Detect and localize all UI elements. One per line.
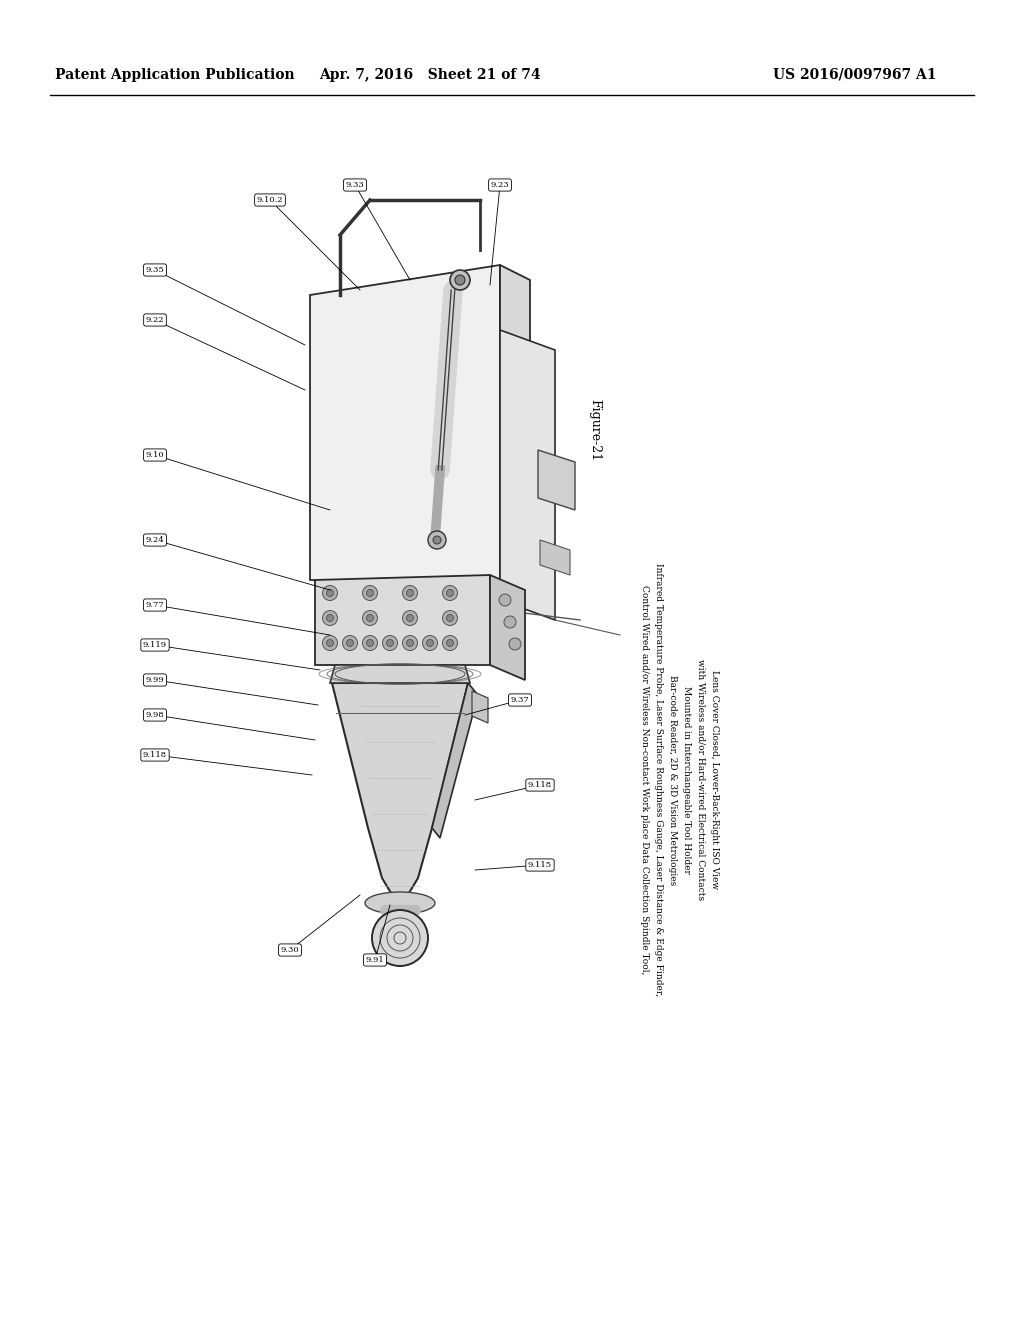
Text: US 2016/0097967 A1: US 2016/0097967 A1: [773, 69, 937, 82]
Text: 9.77: 9.77: [145, 601, 165, 609]
Polygon shape: [315, 576, 490, 665]
Text: 9.118: 9.118: [528, 781, 552, 789]
Circle shape: [427, 639, 433, 647]
Circle shape: [367, 590, 374, 597]
Polygon shape: [432, 682, 478, 838]
Text: Infrared Temperature Probe, Laser Surface Roughness Gauge, Laser Distance & Edge: Infrared Temperature Probe, Laser Surfac…: [654, 564, 663, 997]
Text: 9.99: 9.99: [145, 676, 165, 684]
Text: 9.115: 9.115: [528, 861, 552, 869]
Polygon shape: [490, 576, 525, 680]
Circle shape: [402, 610, 418, 626]
Circle shape: [323, 610, 338, 626]
Circle shape: [323, 635, 338, 651]
Circle shape: [442, 635, 458, 651]
Circle shape: [442, 586, 458, 601]
Text: 9.33: 9.33: [346, 181, 365, 189]
Circle shape: [386, 639, 393, 647]
Circle shape: [327, 615, 334, 622]
Text: 9.23: 9.23: [490, 181, 509, 189]
Circle shape: [383, 635, 397, 651]
Text: 9.98: 9.98: [145, 711, 165, 719]
Text: 9.30: 9.30: [281, 946, 299, 954]
Text: 9.119: 9.119: [143, 642, 167, 649]
Polygon shape: [472, 690, 488, 723]
Text: Control Wired and/or Wireless Non-contact Work place Data Collection Spindle Too: Control Wired and/or Wireless Non-contac…: [640, 585, 649, 974]
Text: 9.91: 9.91: [366, 956, 384, 964]
Circle shape: [423, 635, 437, 651]
Circle shape: [450, 271, 470, 290]
Circle shape: [433, 536, 441, 544]
Text: 9.35: 9.35: [145, 267, 165, 275]
Circle shape: [367, 639, 374, 647]
Polygon shape: [500, 330, 555, 620]
Text: Patent Application Publication: Patent Application Publication: [55, 69, 295, 82]
Polygon shape: [330, 665, 470, 682]
Text: 9.22: 9.22: [145, 315, 164, 323]
Circle shape: [372, 909, 428, 966]
Text: 9.10: 9.10: [145, 451, 164, 459]
Text: Mounted in Interchangeable Tool Holder: Mounted in Interchangeable Tool Holder: [682, 686, 691, 874]
Circle shape: [346, 639, 353, 647]
Circle shape: [362, 635, 378, 651]
Circle shape: [428, 531, 446, 549]
Circle shape: [327, 590, 334, 597]
Circle shape: [446, 590, 454, 597]
Circle shape: [362, 610, 378, 626]
Circle shape: [402, 586, 418, 601]
Polygon shape: [332, 682, 468, 908]
Circle shape: [509, 638, 521, 649]
Circle shape: [504, 616, 516, 628]
Text: with Wireless and/or Hard-wired Electrical Contacts: with Wireless and/or Hard-wired Electric…: [696, 660, 705, 900]
Text: Lens Cover Closed, Lower-Back-Right ISO View: Lens Cover Closed, Lower-Back-Right ISO …: [710, 671, 719, 890]
Text: 9.37: 9.37: [511, 696, 529, 704]
Circle shape: [455, 275, 465, 285]
Circle shape: [499, 594, 511, 606]
Text: 9.118: 9.118: [143, 751, 167, 759]
Text: 9.24: 9.24: [145, 536, 165, 544]
Circle shape: [407, 639, 414, 647]
Circle shape: [323, 586, 338, 601]
Text: Figure-21: Figure-21: [589, 399, 601, 461]
Circle shape: [446, 615, 454, 622]
Text: 9.10.2: 9.10.2: [257, 195, 284, 205]
Polygon shape: [540, 540, 570, 576]
Polygon shape: [538, 450, 575, 510]
Ellipse shape: [365, 892, 435, 913]
Circle shape: [402, 635, 418, 651]
Circle shape: [327, 639, 334, 647]
Text: Apr. 7, 2016   Sheet 21 of 74: Apr. 7, 2016 Sheet 21 of 74: [319, 69, 541, 82]
Text: Bar-code Reader, 2D & 3D Vision Metrologies: Bar-code Reader, 2D & 3D Vision Metrolog…: [668, 675, 677, 886]
Circle shape: [407, 615, 414, 622]
Circle shape: [362, 586, 378, 601]
Circle shape: [367, 615, 374, 622]
Circle shape: [446, 639, 454, 647]
Circle shape: [342, 635, 357, 651]
Circle shape: [407, 590, 414, 597]
Polygon shape: [310, 265, 500, 590]
Circle shape: [442, 610, 458, 626]
Polygon shape: [500, 265, 530, 601]
